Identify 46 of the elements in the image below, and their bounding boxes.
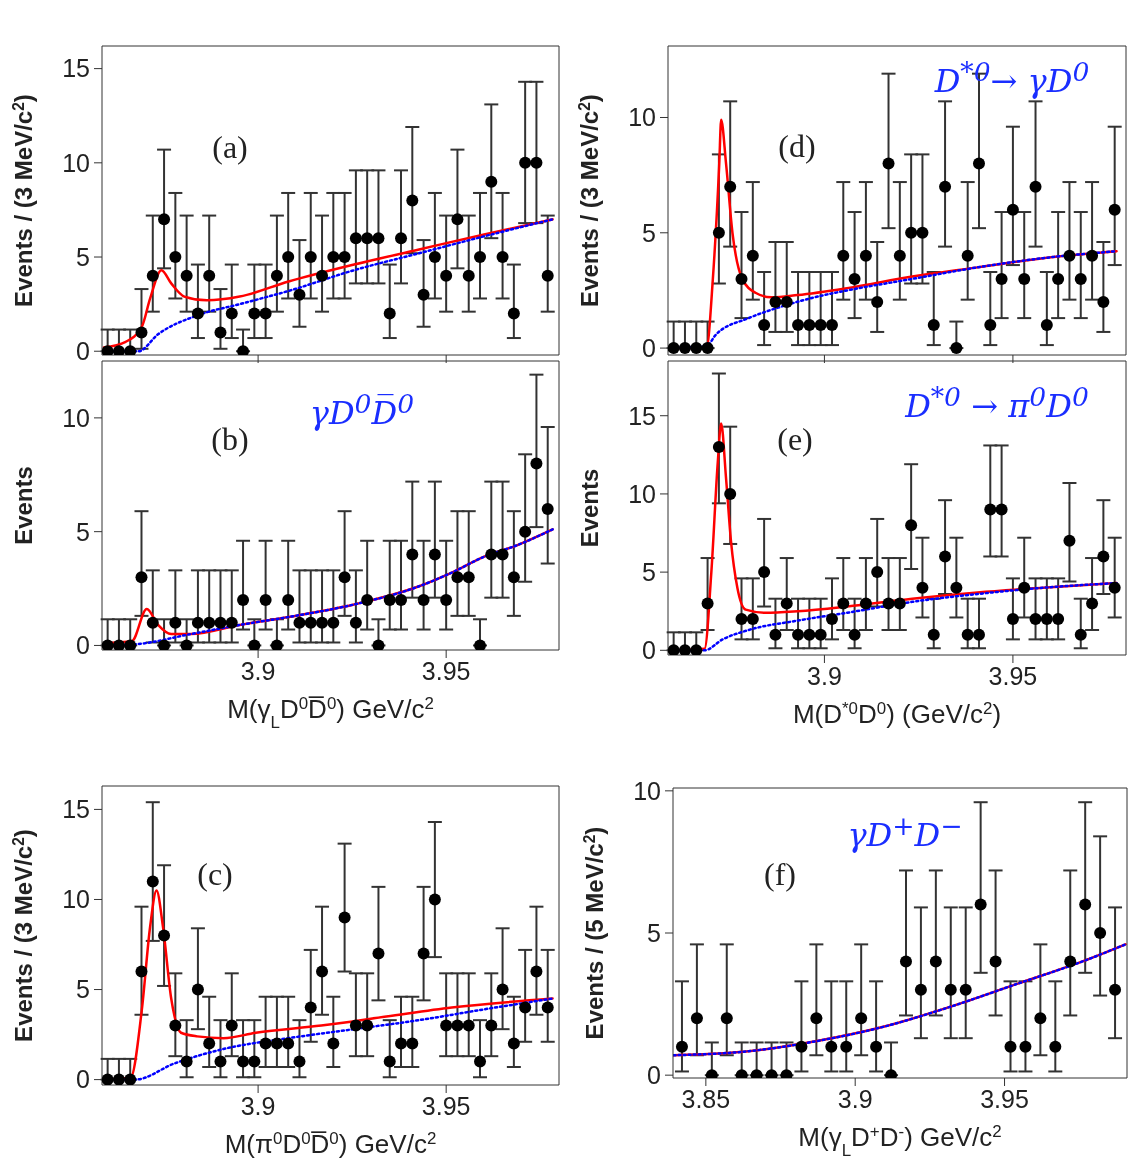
annotation: (f) (764, 856, 796, 893)
x-tick-label: 3.9 (837, 1084, 873, 1113)
annotation: D$^{*0}$ → π$^{0}$D$^{0}$ (905, 380, 1089, 426)
y-tick-label: 0 (76, 1065, 90, 1094)
y-tick-label: 10 (62, 148, 90, 177)
y-tick-label: 5 (647, 918, 661, 947)
y-tick-label: 5 (642, 218, 656, 247)
y-tick-label: 15 (628, 401, 656, 430)
y-tick-label: 10 (633, 776, 661, 805)
y-tick-label: 5 (76, 517, 90, 546)
y-tick-label: 5 (76, 242, 90, 271)
annotation: (e) (777, 421, 813, 458)
x-tick-label: 3.9 (807, 661, 842, 690)
x-tick-label: 3.95 (988, 661, 1038, 690)
x-tick-label: 3.9 (240, 1091, 276, 1120)
x-tick-label: 3.85 (681, 1084, 731, 1113)
x-axis-title: M(D$^{*0}$D$^{0}$) (GeV/c$^{2}$) (792, 698, 1002, 729)
annotation: (b) (211, 421, 249, 458)
annotation: (c) (197, 856, 233, 893)
x-axis-title: M(γ$_{L}$D$^{0}$D̅$^{0}$) GeV/c$^{2}$ (227, 693, 434, 732)
y-tick-label: 10 (628, 479, 656, 508)
y-tick-label: 10 (62, 885, 90, 914)
y-tick-label: 10 (62, 403, 90, 432)
annotation: (a) (212, 129, 248, 166)
annotation: (d) (778, 128, 816, 165)
y-tick-label: 5 (76, 975, 90, 1004)
y-axis-title: Events (10, 466, 37, 545)
y-tick-label: 0 (76, 337, 90, 366)
x-tick-label: 3.95 (421, 1091, 471, 1120)
y-tick-label: 0 (642, 333, 656, 362)
x-axis-title: M(π$^{0}$D$^{0}$D̅$^{0}$) GeV/c$^{2}$ (224, 1128, 437, 1159)
y-tick-label: 0 (647, 1061, 661, 1090)
y-tick-label: 15 (62, 795, 90, 824)
annotation: γD$^{0}$D̅$^{0}$ (309, 387, 415, 433)
y-tick-label: 0 (76, 631, 90, 660)
x-tick-label: 3.95 (980, 1084, 1029, 1113)
annotation: D$^{*0}$→ γD$^{0}$ (934, 55, 1090, 101)
x-tick-label: 3.9 (240, 656, 276, 685)
y-tick-label: 5 (642, 557, 656, 586)
annotation: γD$^{+}$D$^{−}$ (847, 809, 963, 855)
y-tick-label: 15 (62, 54, 90, 83)
x-axis-title: M(γ$_{L}$D$^{+}$D$^{-}$) GeV/c$^{2}$ (798, 1121, 1002, 1160)
y-tick-label: 0 (642, 636, 656, 665)
x-tick-label: 3.95 (421, 656, 471, 685)
y-tick-label: 10 (628, 103, 656, 132)
y-axis-title: Events (576, 468, 603, 548)
